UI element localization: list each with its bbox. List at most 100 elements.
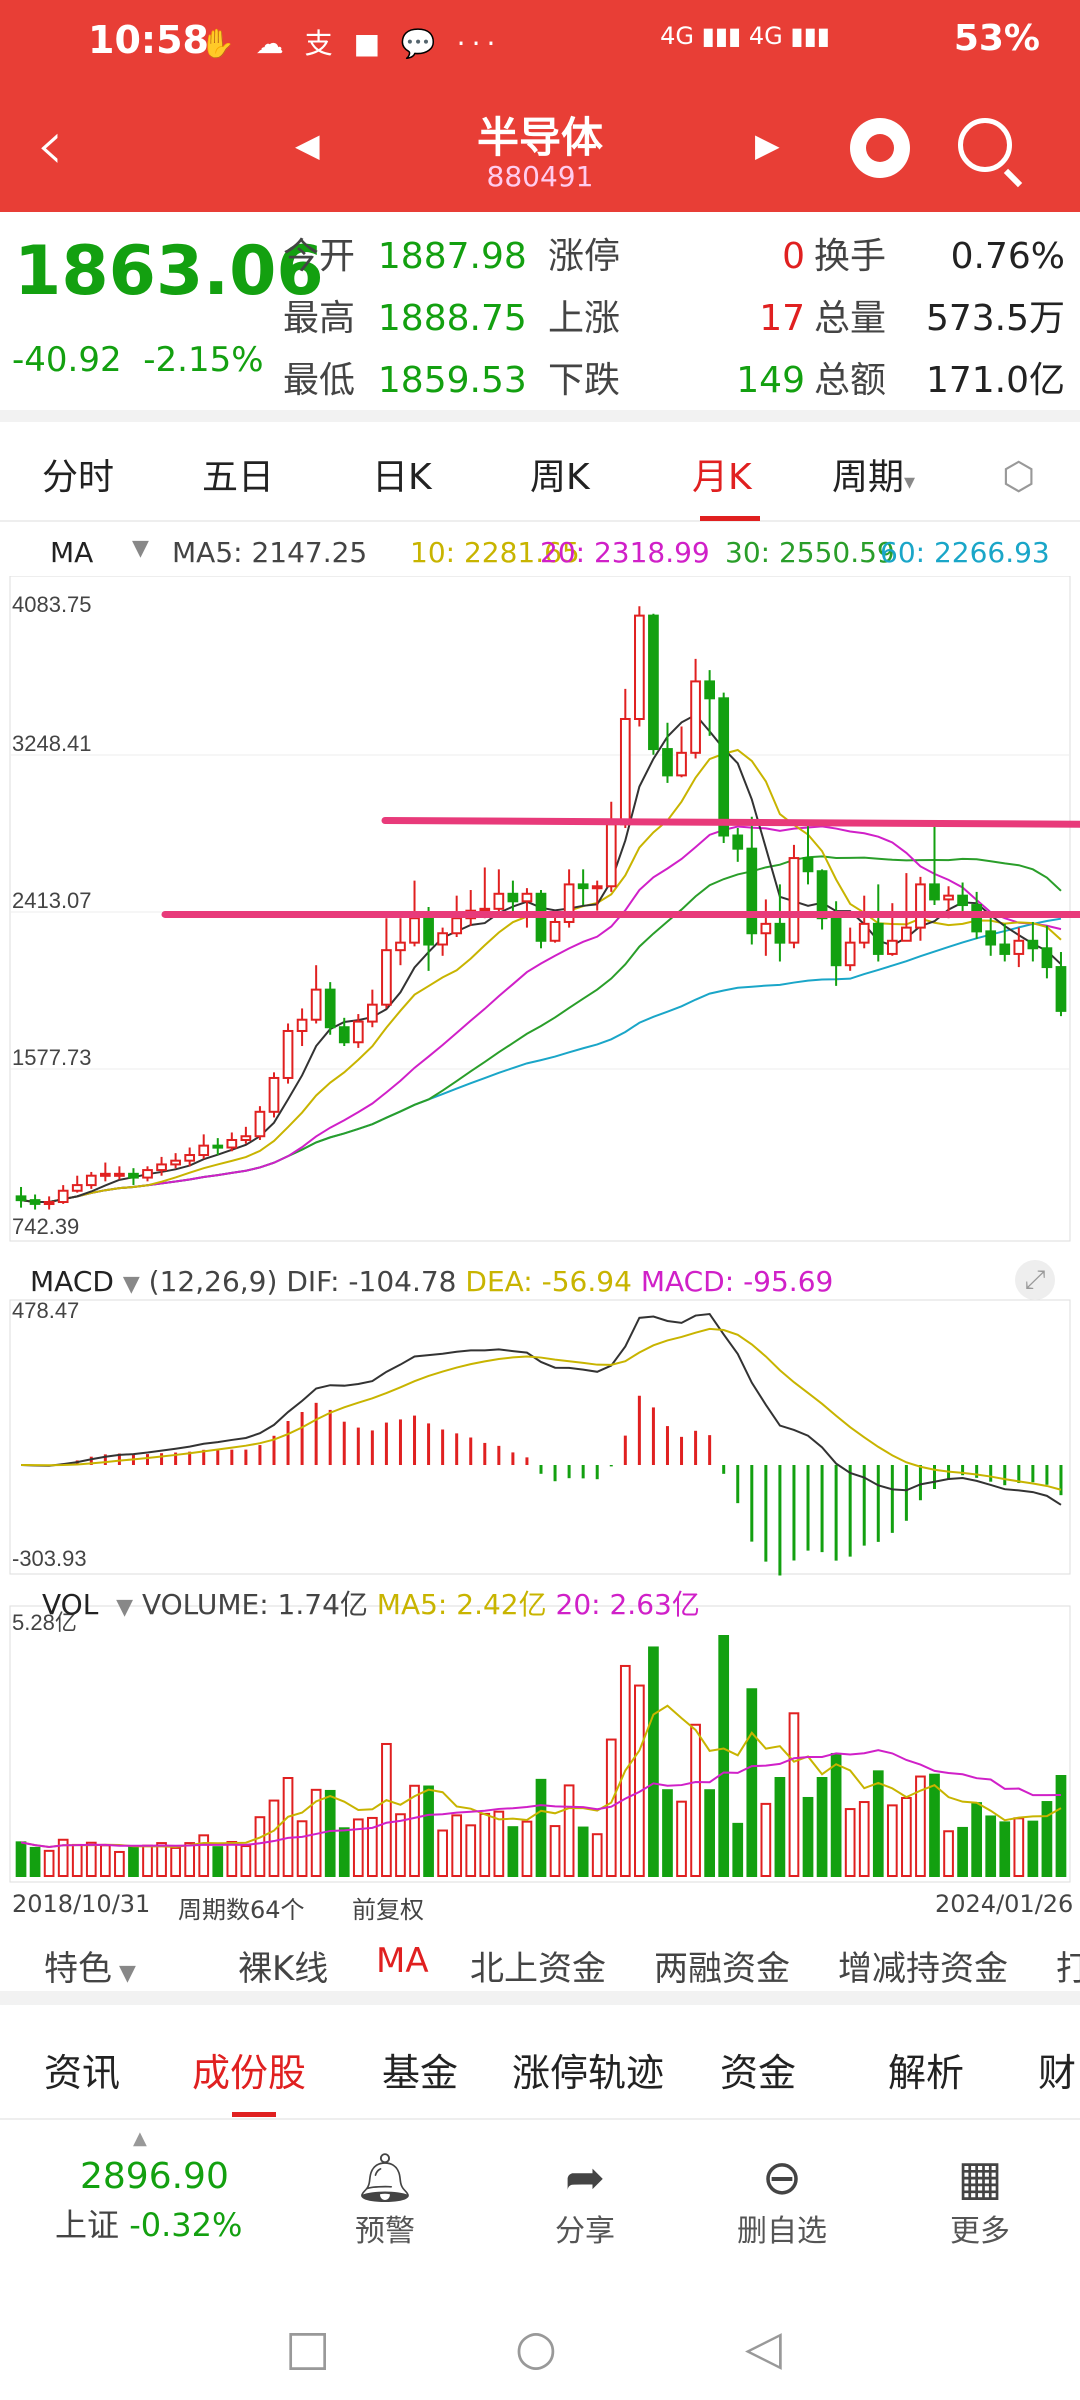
- tool-margin[interactable]: 两融资金: [654, 1949, 790, 1989]
- feature-menu[interactable]: 特色 ▼: [44, 1941, 136, 1990]
- tool-holding-change[interactable]: 增减持资金: [838, 1949, 1008, 1989]
- candle-body: [381, 949, 392, 1006]
- tab-news[interactable]: 资讯: [44, 2051, 121, 2095]
- tab-indicator: [700, 516, 760, 521]
- tab-funds[interactable]: 基金: [382, 2051, 459, 2095]
- volume-bar: [634, 1684, 645, 1877]
- index-name-change[interactable]: 上证 -0.32%: [55, 2200, 242, 2246]
- candle-body: [71, 1184, 83, 1192]
- index-value[interactable]: 2896.90: [80, 2156, 229, 2197]
- dea-line: [21, 1327, 1062, 1491]
- kline-chart[interactable]: 4083.75 3248.41 2413.07 1577.73 742.39 478.47…: [0, 576, 1080, 1976]
- volume-bar: [858, 1801, 870, 1877]
- prev-stock-icon[interactable]: ◀: [295, 126, 320, 164]
- volume-bar: [746, 1688, 758, 1877]
- volume-frame: [9, 1605, 1071, 1883]
- candle-body: [957, 894, 968, 907]
- volume-bar: [493, 1810, 505, 1878]
- volume-bar: [1027, 1820, 1039, 1877]
- tab-limit-up-track[interactable]: 涨停轨迹: [512, 2051, 665, 2095]
- candle-body: [1055, 966, 1067, 1012]
- macd-frame: [9, 1299, 1071, 1575]
- recent-apps-icon[interactable]: □: [285, 2320, 331, 2376]
- tab-monthly-k[interactable]: 月K: [692, 457, 752, 498]
- candle-body: [732, 834, 744, 850]
- ma30-value: 30: 2550.59: [725, 536, 895, 569]
- candle-body: [690, 680, 701, 754]
- macd-label[interactable]: MACD: [30, 1265, 114, 1298]
- value-rising: 17: [759, 298, 805, 339]
- tool-naked-k[interactable]: 裸K线: [238, 1949, 329, 1989]
- current-price: 1863.06: [14, 232, 324, 311]
- macd-legend: MACD ▼ (12,26,9) DIF: -104.78 DEA: -56.9…: [30, 1265, 833, 1298]
- candle-body: [802, 857, 814, 873]
- minus-circle-icon: ⊖: [761, 2150, 803, 2206]
- volume-bar: [226, 1840, 238, 1877]
- bell-icon: 🔔︎: [354, 2150, 416, 2206]
- tab-constituents[interactable]: 成份股: [192, 2051, 307, 2095]
- volume-bar: [901, 1796, 912, 1878]
- ma10-value: 10: 2281.65: [410, 536, 580, 569]
- tab-weekly-k[interactable]: 周K: [530, 457, 590, 498]
- value-volume: 573.5万: [925, 298, 1065, 339]
- candle-body: [282, 1029, 294, 1079]
- macd-params: (12,26,9): [148, 1265, 278, 1298]
- tab-capital[interactable]: 资金: [720, 2051, 797, 2095]
- volume-bar: [830, 1752, 842, 1877]
- ma-dropdown-icon[interactable]: ▼: [132, 536, 149, 561]
- vol-dropdown-icon: ▼: [116, 1595, 134, 1620]
- ma10-line: [20, 748, 1062, 1204]
- share-button[interactable]: ➦ 分享: [525, 2150, 645, 2250]
- y-tick-label: 1577.73: [12, 1045, 92, 1070]
- tab-period[interactable]: 周期▾: [832, 448, 915, 500]
- tool-more[interactable]: 打: [1056, 1949, 1080, 1989]
- tool-northbound[interactable]: 北上资金: [470, 1949, 606, 1989]
- candle-body: [872, 922, 884, 955]
- candle-body: [128, 1172, 139, 1179]
- candle-body: [943, 894, 954, 901]
- more-button[interactable]: ▦ 更多: [920, 2150, 1040, 2250]
- tab-finance[interactable]: 财: [1038, 2051, 1077, 2095]
- volume-bar: [577, 1826, 589, 1878]
- mascot-icon[interactable]: [850, 118, 910, 178]
- settings-hexagon-icon[interactable]: ⬡: [1002, 454, 1036, 498]
- feature-label: 特色: [44, 1949, 112, 1989]
- remove-watchlist-button[interactable]: ⊖ 删自选: [722, 2150, 842, 2250]
- price-change: -40.92 -2.15%: [12, 340, 264, 380]
- share-icon: ➦: [564, 2150, 606, 2206]
- expand-icon[interactable]: ⤢: [1015, 1260, 1055, 1300]
- candle-body: [634, 614, 645, 720]
- next-stock-icon[interactable]: ▶: [755, 126, 780, 164]
- candle-body: [704, 680, 715, 700]
- volume-bar: [212, 1846, 224, 1878]
- volume-bar: [409, 1784, 420, 1878]
- alert-button[interactable]: 🔔︎ 预警: [325, 2150, 445, 2250]
- tab-intraday[interactable]: 分时: [42, 457, 115, 498]
- search-icon[interactable]: [958, 118, 1012, 172]
- candle-body: [99, 1172, 111, 1177]
- alert-label: 预警: [355, 2214, 415, 2249]
- label-turnover: 换手: [814, 236, 887, 277]
- back-nav-icon[interactable]: ◁: [745, 2320, 782, 2376]
- tab-five-day[interactable]: 五日: [202, 457, 275, 498]
- candle-body: [29, 1199, 41, 1205]
- tab-analysis[interactable]: 解析: [888, 2051, 965, 2095]
- expand-up-icon[interactable]: ▲: [133, 2128, 147, 2149]
- adjust-mode[interactable]: 前复权: [352, 1896, 424, 1924]
- volume-bar: [184, 1842, 196, 1877]
- vol-label[interactable]: VOL: [42, 1588, 99, 1621]
- back-icon[interactable]: ‹: [36, 104, 64, 186]
- home-icon[interactable]: ○: [515, 2320, 557, 2376]
- tool-ma[interactable]: MA: [376, 1941, 429, 1981]
- change-value: -40.92: [12, 340, 122, 380]
- kline-frame: [9, 576, 1071, 1242]
- candle-body: [451, 917, 463, 935]
- indicator-toolbar: 特色 ▼ 裸K线 MA 北上资金 两融资金 增减持资金 打: [0, 1925, 1080, 2005]
- tab-period-label: 周期: [832, 457, 905, 498]
- ma-label[interactable]: MA: [50, 536, 94, 569]
- tab-daily-k[interactable]: 日K: [372, 457, 432, 498]
- candle-body: [1041, 947, 1053, 969]
- macd-value: MACD: -95.69: [640, 1265, 834, 1298]
- volume-bar: [662, 1789, 673, 1877]
- notification-icons: ✋ ☁ 支 ■ 💬 ···: [200, 27, 502, 60]
